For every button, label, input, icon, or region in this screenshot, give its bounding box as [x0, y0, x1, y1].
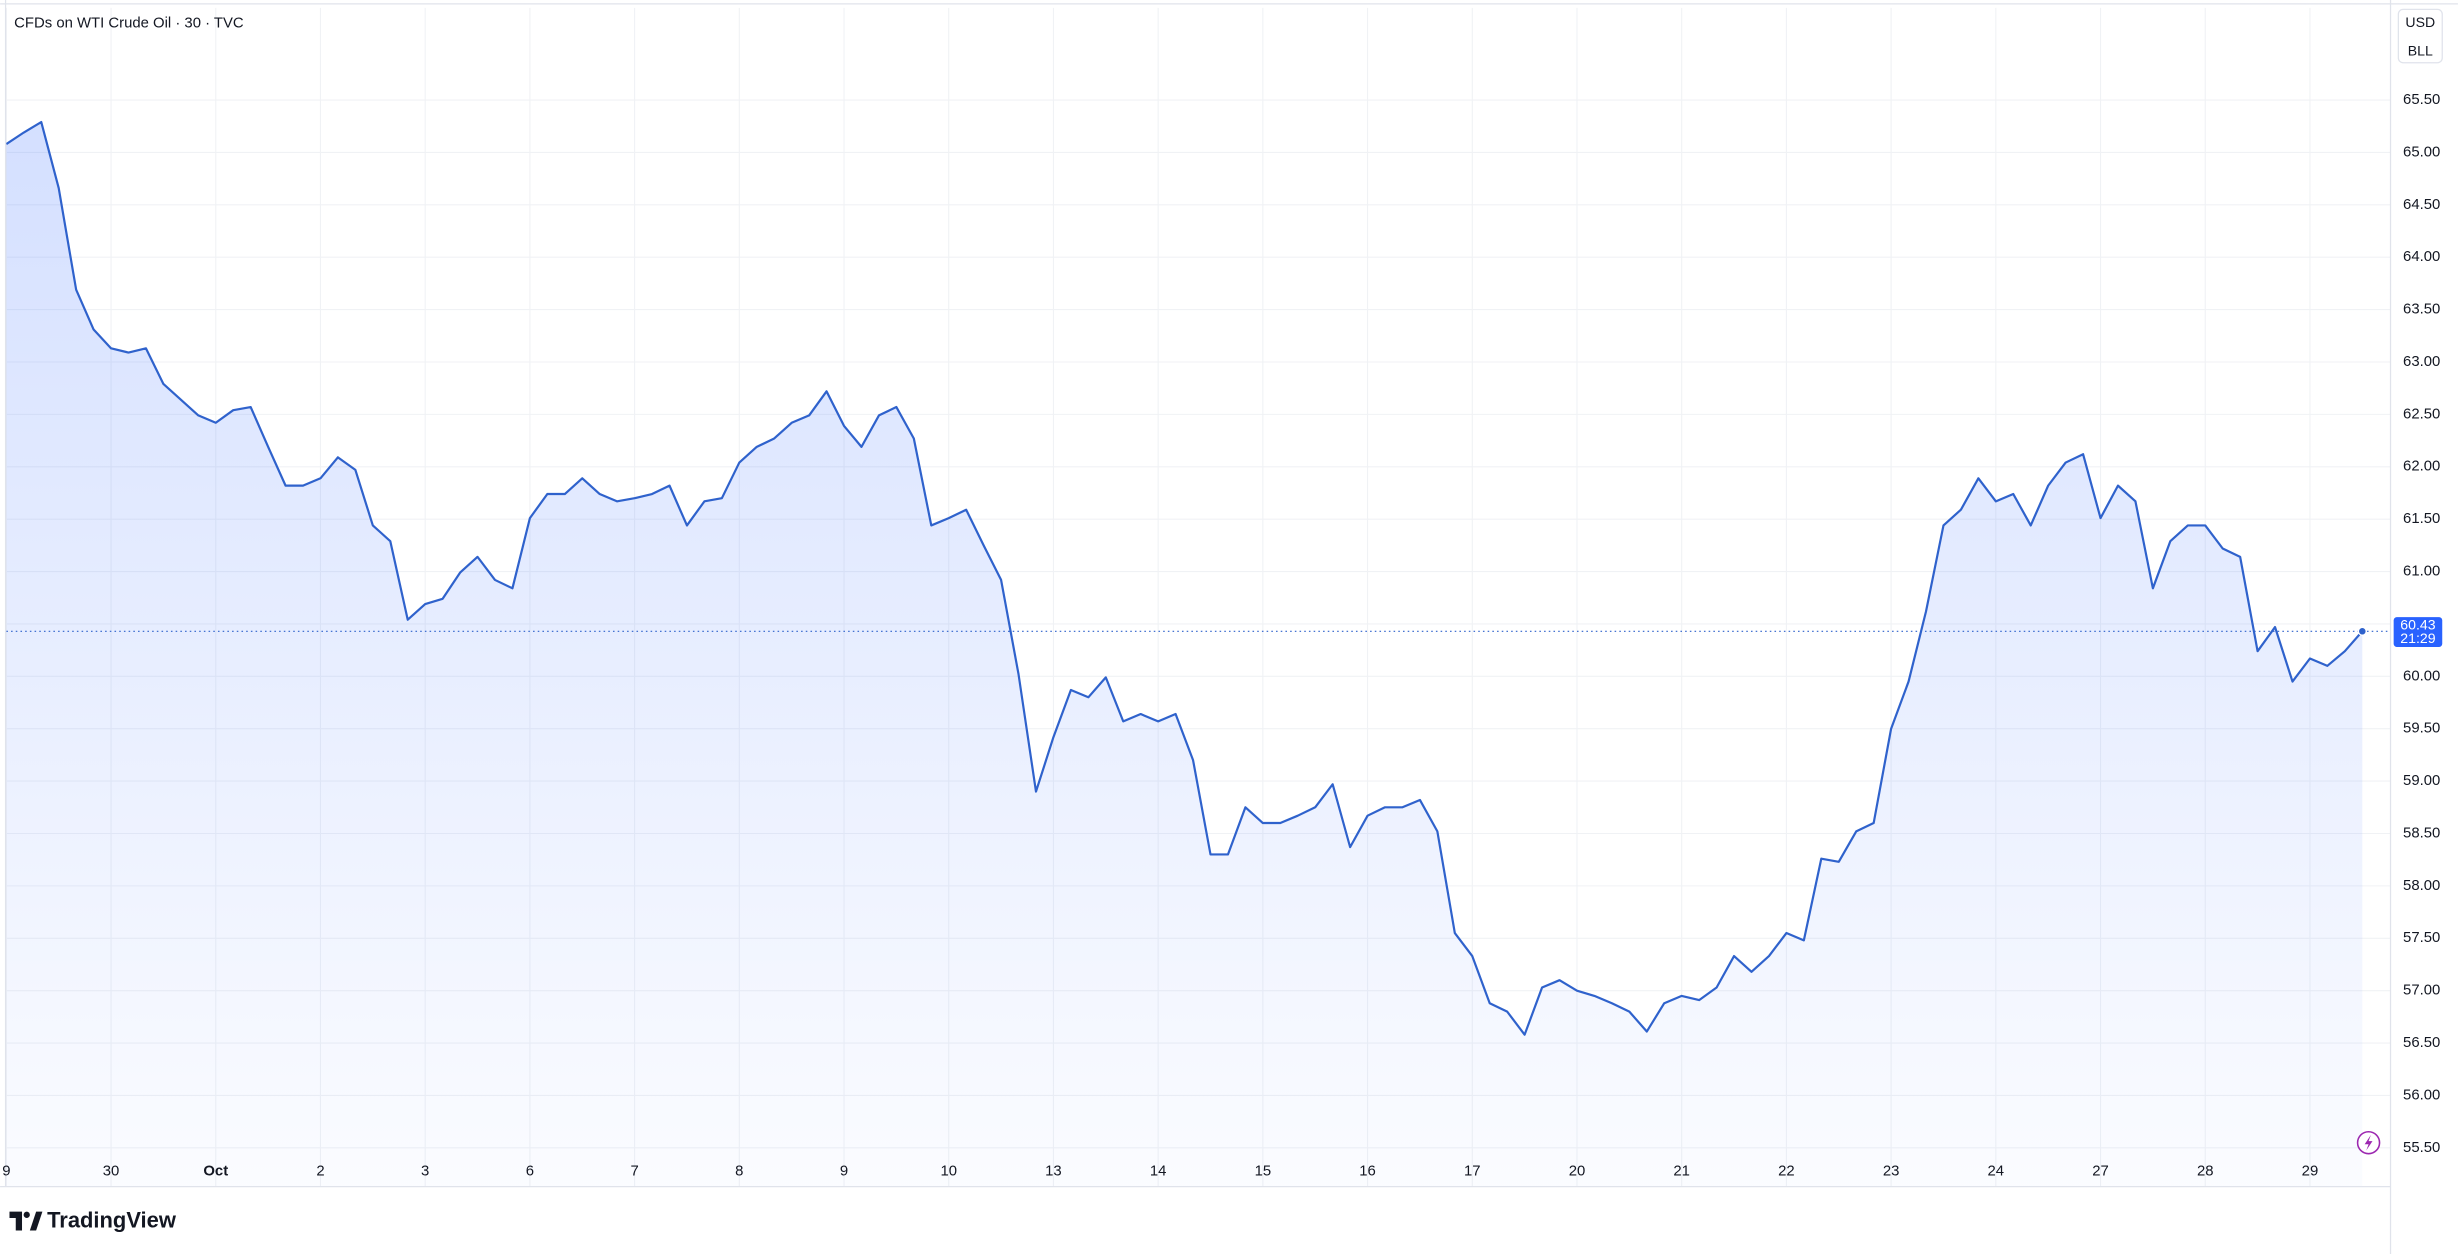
- x-tick-label: 24: [1988, 1164, 2005, 1180]
- y-tick-label: 63.50: [2403, 302, 2440, 318]
- y-tick-label: 63.00: [2403, 354, 2440, 370]
- x-tick-label: 6: [526, 1164, 534, 1180]
- x-tick-label: Oct: [203, 1164, 228, 1180]
- x-tick-label: 20: [1569, 1164, 1586, 1180]
- x-tick-label: 9: [2, 1164, 10, 1180]
- x-tick-label: 21: [1673, 1164, 1690, 1180]
- price-line: [5, 120, 2364, 1036]
- plot: [5, 120, 2391, 1187]
- x-tick-label: 14: [1150, 1164, 1167, 1180]
- axes: 55.50 56.00 56.50 57.00 57.50 58.00 58.50 59.00…: [2, 92, 2443, 1180]
- x-tick-label: 28: [2197, 1164, 2214, 1180]
- y-tick-label: 56.50: [2403, 1035, 2440, 1051]
- y-tick-label: 59.00: [2403, 773, 2440, 789]
- x-tick-label: 30: [103, 1164, 120, 1180]
- x-tick-label: 7: [630, 1164, 638, 1180]
- y-tick-label: 65.50: [2403, 92, 2440, 108]
- y-tick-label: 61.50: [2403, 511, 2440, 527]
- x-tick-label: 27: [2092, 1164, 2109, 1180]
- brand-name: TradingView: [47, 1208, 177, 1233]
- x-tick-label: 10: [940, 1164, 957, 1180]
- x-tick-label: 3: [421, 1164, 429, 1180]
- last-price-label: 60.43: [2400, 617, 2435, 633]
- y-tick-label: 58.50: [2403, 825, 2440, 841]
- y-tick-label: 56.00: [2403, 1087, 2440, 1103]
- alert-icon-bolt: [2364, 1134, 2373, 1151]
- y-tick-label: 62.00: [2403, 459, 2440, 475]
- y-tick-label: 64.00: [2403, 249, 2440, 265]
- unit-box[interactable]: [2397, 8, 2443, 64]
- x-tick-label: 22: [1778, 1164, 1795, 1180]
- y-tick-label: 58.00: [2403, 878, 2440, 894]
- y-tick-label: 57.00: [2403, 983, 2440, 999]
- y-tick-label: 61.00: [2403, 563, 2440, 579]
- y-tick-label: 65.00: [2403, 144, 2440, 160]
- x-tick-label: 13: [1045, 1164, 1062, 1180]
- currency-label[interactable]: USD: [2405, 14, 2435, 30]
- x-tick-label: 29: [2302, 1164, 2319, 1180]
- y-tick-label: 62.50: [2403, 406, 2440, 422]
- x-tick-label: 15: [1255, 1164, 1272, 1180]
- x-tick-label: 9: [840, 1164, 848, 1180]
- x-tick-label: 23: [1883, 1164, 1900, 1180]
- y-tick-label: 64.50: [2403, 197, 2440, 213]
- y-tick-label: 55.50: [2403, 1140, 2440, 1156]
- y-tick-label: 57.50: [2403, 930, 2440, 946]
- area-fill: [6, 122, 2363, 1187]
- y-tick-label: 60.00: [2403, 668, 2440, 684]
- x-tick-label: 17: [1464, 1164, 1481, 1180]
- last-price-box: [2393, 617, 2443, 647]
- x-tick-label: 16: [1359, 1164, 1376, 1180]
- last-price-dot: [2357, 626, 2367, 636]
- x-tick-label: 8: [735, 1164, 743, 1180]
- unit-label[interactable]: BLL: [2408, 42, 2433, 58]
- countdown-label: 21:29: [2400, 630, 2435, 646]
- logo-shape: [23, 1211, 30, 1218]
- chart-title: CFDs on WTI Crude Oil · 30 · TVC: [14, 15, 244, 31]
- logo-shape: [29, 1211, 43, 1231]
- brand-logo[interactable]: TradingView: [9, 1208, 177, 1233]
- x-tick-label: 2: [316, 1164, 324, 1180]
- y-tick-label: 59.50: [2403, 721, 2440, 737]
